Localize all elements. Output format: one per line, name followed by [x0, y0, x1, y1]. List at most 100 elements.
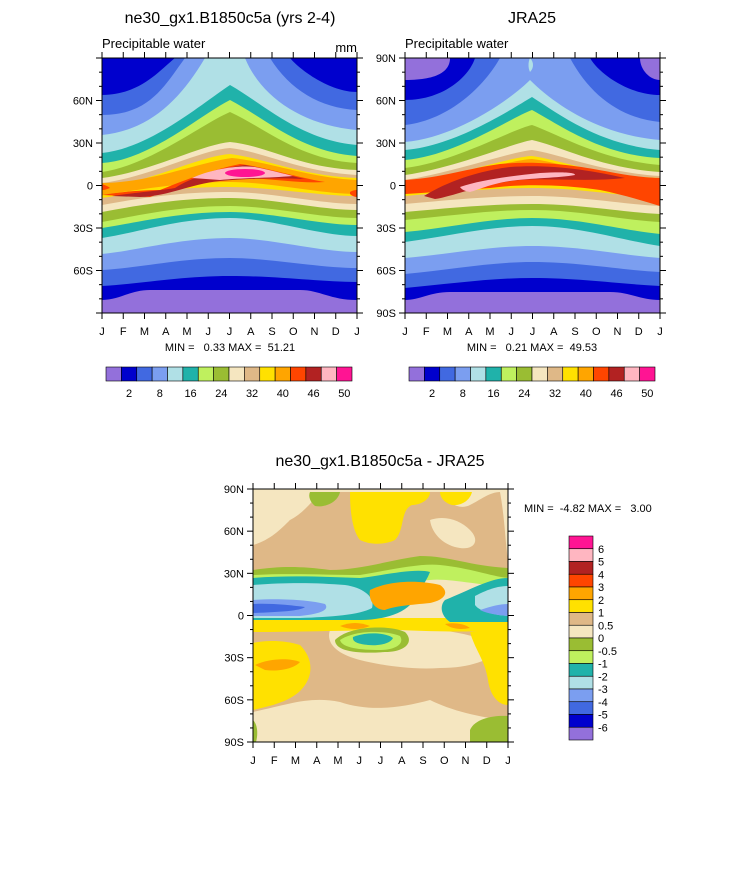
x-tick-label: N [462, 755, 470, 767]
colorbar-label: 8 [460, 388, 466, 400]
colorbar-label: 24 [215, 388, 227, 400]
y-tick-label: 60S [376, 266, 396, 278]
stats-model: MIN = 0.33 MAX = 51.21 [165, 342, 295, 354]
x-tick-label: J [206, 326, 212, 338]
colorbar-label: 50 [338, 388, 350, 400]
colorbar-box [454, 366, 471, 382]
colorbar-label: 5 [598, 557, 604, 569]
colorbar-box [568, 561, 594, 575]
x-tick-label: N [614, 326, 622, 338]
x-tick-label: M [182, 326, 191, 338]
colorbar-label: -5 [598, 710, 608, 722]
colorbar-box [562, 366, 579, 382]
colorbar-box [577, 366, 594, 382]
y-tick-label: 60N [224, 526, 244, 538]
colorbar-label: 24 [518, 388, 530, 400]
colorbar-box [470, 366, 487, 382]
x-tick-label: A [550, 326, 558, 338]
colorbar-box [244, 366, 261, 382]
x-tick-label: A [162, 326, 170, 338]
colorbar-box [568, 637, 594, 652]
x-tick-label: J [250, 755, 256, 767]
colorbar-box [568, 701, 594, 715]
colorbar-box [439, 366, 456, 382]
x-tick-label: J [657, 326, 663, 338]
x-tick-label: S [571, 326, 578, 338]
colorbar-box [213, 366, 230, 382]
y-tick-label: 0 [238, 611, 244, 623]
x-tick-label: J [99, 326, 105, 338]
stats-diff: MIN = -4.82 MAX = 3.00 [524, 503, 652, 515]
y-tick-label: 60N [73, 96, 93, 108]
x-tick-label: A [465, 326, 473, 338]
colorbar-model: 2 8 16 24 32 40 46 50 [105, 366, 353, 400]
colorbar-label: 16 [487, 388, 499, 400]
contour-fill-obs [405, 58, 660, 313]
colorbar-box [568, 688, 594, 703]
left-string-model: Precipitable water [102, 36, 206, 51]
colorbar-label: 46 [307, 388, 319, 400]
colorbar-box [568, 573, 594, 588]
colorbar-box [290, 366, 307, 382]
colorbar-label: 3 [598, 582, 604, 594]
title-obs: JRA25 [508, 10, 556, 27]
y-tick-label: 60S [73, 266, 93, 278]
x-tick-label: M [485, 326, 494, 338]
x-tick-label: O [289, 326, 298, 338]
y-tick-label: 0 [390, 181, 396, 193]
colorbar-box [516, 366, 533, 382]
panel-model: ne30_gx1.B1850c5a (yrs 2-4) Precipitable… [73, 10, 363, 400]
y-tick-label: 0 [87, 181, 93, 193]
colorbar-box [197, 366, 214, 382]
colorbar-box [121, 366, 138, 382]
colorbar-label: 2 [126, 388, 132, 400]
x-tick-label: J [505, 755, 511, 767]
colorbar-box [500, 366, 517, 382]
x-tick-label: D [635, 326, 643, 338]
colorbar-box [568, 726, 594, 741]
panel-diff: ne30_gx1.B1850c5a - JRA25 [224, 453, 652, 767]
y-tick-label: 30N [376, 138, 396, 150]
colorbar-label: -1 [598, 659, 608, 671]
colorbar-box [531, 366, 548, 382]
colorbar-box [485, 366, 502, 382]
colorbar-label: 16 [184, 388, 196, 400]
colorbar-box [547, 366, 564, 382]
colorbar-label: -3 [598, 684, 608, 696]
y-tick-label: 90N [224, 484, 244, 496]
colorbar-box [151, 366, 168, 382]
x-tick-label: J [509, 326, 515, 338]
x-tick-label: J [357, 755, 363, 767]
contour-fill-model [102, 58, 357, 313]
colorbar-box [228, 366, 245, 382]
colorbar-box [568, 548, 594, 562]
colorbar-box [568, 650, 594, 664]
x-tick-label: J [402, 326, 408, 338]
colorbar-label: 2 [429, 388, 435, 400]
colorbar-box [608, 366, 625, 382]
x-tick-label: J [227, 326, 233, 338]
y-tick-label: 30N [73, 138, 93, 150]
colorbar-box [593, 366, 610, 382]
x-tick-label: A [247, 326, 255, 338]
title-model: ne30_gx1.B1850c5a (yrs 2-4) [125, 10, 336, 27]
colorbar-label: 1 [598, 608, 604, 620]
colorbar-box [320, 366, 337, 382]
x-tick-label: M [443, 326, 452, 338]
x-tick-label: D [483, 755, 491, 767]
y-tick-label: 90S [376, 308, 396, 320]
x-tick-label: F [271, 755, 278, 767]
y-tick-label: 30S [376, 223, 396, 235]
colorbar-label: 2 [598, 595, 604, 607]
x-tick-label: F [120, 326, 127, 338]
colorbar-label: 46 [610, 388, 622, 400]
colorbar-label: -4 [598, 697, 608, 709]
panel-obs: JRA25 Precipitable water J F M A M J J A S O N D J90… [376, 10, 666, 400]
x-tick-label: O [440, 755, 449, 767]
colorbar-label: -2 [598, 671, 608, 683]
x-tick-label: A [398, 755, 406, 767]
colorbar-box [424, 366, 441, 382]
x-tick-label: M [140, 326, 149, 338]
